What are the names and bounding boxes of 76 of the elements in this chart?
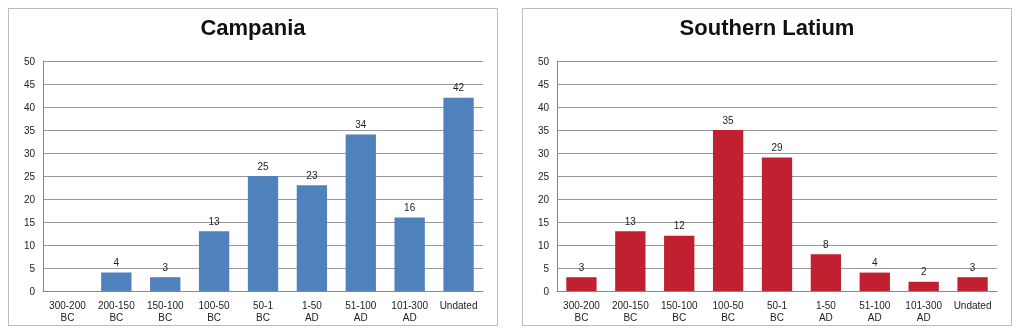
bar — [150, 277, 181, 291]
x-tick-label: 101-300 AD — [905, 299, 943, 323]
x-tick-label: 101-300 AD — [391, 299, 429, 323]
chart-title: Southern Latium — [679, 14, 855, 40]
data-label: 29 — [771, 142, 783, 154]
bar — [957, 277, 988, 291]
data-label: 16 — [404, 201, 416, 213]
data-label: 42 — [452, 82, 465, 94]
bar — [712, 130, 744, 291]
data-label: 13 — [208, 215, 221, 227]
y-tick-label: 45 — [537, 78, 550, 90]
y-tick-label: 50 — [23, 55, 36, 67]
y-tick-label: 20 — [23, 193, 36, 205]
x-tick-label: 150-100 BC — [146, 299, 185, 323]
y-tick-label: 15 — [23, 216, 36, 228]
y-tick-label: 25 — [23, 170, 36, 182]
y-tick-label: 15 — [537, 216, 550, 228]
bar — [566, 277, 597, 291]
x-tick-label: 150-100 BC — [660, 299, 699, 323]
data-label: 4 — [872, 257, 878, 269]
y-tick-label: 45 — [23, 78, 36, 90]
x-tick-label: Undated — [953, 299, 992, 311]
bar — [810, 254, 842, 291]
x-tick-label: 200-150 BC — [611, 299, 650, 323]
y-tick-label: 40 — [23, 101, 36, 113]
data-label: 4 — [113, 257, 120, 269]
y-tick-label: 5 — [29, 262, 36, 274]
bar — [198, 231, 230, 291]
x-tick-label: 300-200 BC — [49, 299, 87, 323]
y-tick-label: 20 — [537, 193, 550, 205]
bar — [296, 185, 328, 291]
data-label: 2 — [920, 266, 927, 278]
bar — [761, 157, 793, 291]
data-label: 8 — [823, 238, 830, 250]
bar — [345, 134, 376, 291]
y-tick-label: 35 — [23, 124, 36, 136]
x-tick-label: 50-1 BC — [766, 299, 788, 323]
y-tick-label: 30 — [537, 147, 550, 159]
x-tick-label: 50-1 BC — [252, 299, 274, 323]
x-tick-label: 100-50 BC — [712, 299, 745, 323]
x-tick-label: Undated — [439, 299, 478, 311]
y-tick-label: 10 — [537, 239, 550, 251]
bar — [101, 272, 132, 291]
x-tick-label: 100-50 BC — [198, 299, 231, 323]
y-tick-label: 30 — [23, 147, 36, 159]
x-tick-label: 1-50 AD — [301, 299, 323, 323]
y-tick-label: 40 — [537, 101, 550, 113]
data-label: 13 — [624, 215, 637, 227]
bar — [859, 272, 890, 291]
x-tick-label: 200-150 BC — [97, 299, 136, 323]
x-tick-label: 51-100 AD — [345, 299, 377, 323]
data-label: 25 — [257, 160, 269, 172]
y-tick-label: 0 — [543, 285, 550, 297]
data-label: 3 — [969, 261, 976, 273]
data-label: 34 — [355, 119, 367, 131]
y-tick-label: 50 — [537, 55, 550, 67]
data-label: 35 — [722, 114, 735, 126]
x-tick-label: 1-50 AD — [815, 299, 837, 323]
data-label: 3 — [578, 261, 585, 273]
chart-title: Campania — [200, 14, 307, 40]
data-label: 3 — [162, 261, 169, 273]
bar — [394, 217, 425, 291]
y-tick-label: 5 — [543, 262, 550, 274]
bar — [615, 231, 646, 291]
bar — [908, 281, 939, 291]
data-label: 12 — [673, 220, 686, 232]
y-tick-label: 0 — [29, 285, 36, 297]
bar — [247, 176, 279, 291]
y-tick-label: 25 — [537, 170, 550, 182]
x-tick-label: 51-100 AD — [859, 299, 891, 323]
y-tick-label: 35 — [537, 124, 550, 136]
bar — [664, 235, 695, 291]
y-tick-label: 10 — [23, 239, 36, 251]
data-label: 23 — [306, 169, 318, 181]
bar — [443, 97, 474, 291]
x-tick-label: 300-200 BC — [563, 299, 601, 323]
